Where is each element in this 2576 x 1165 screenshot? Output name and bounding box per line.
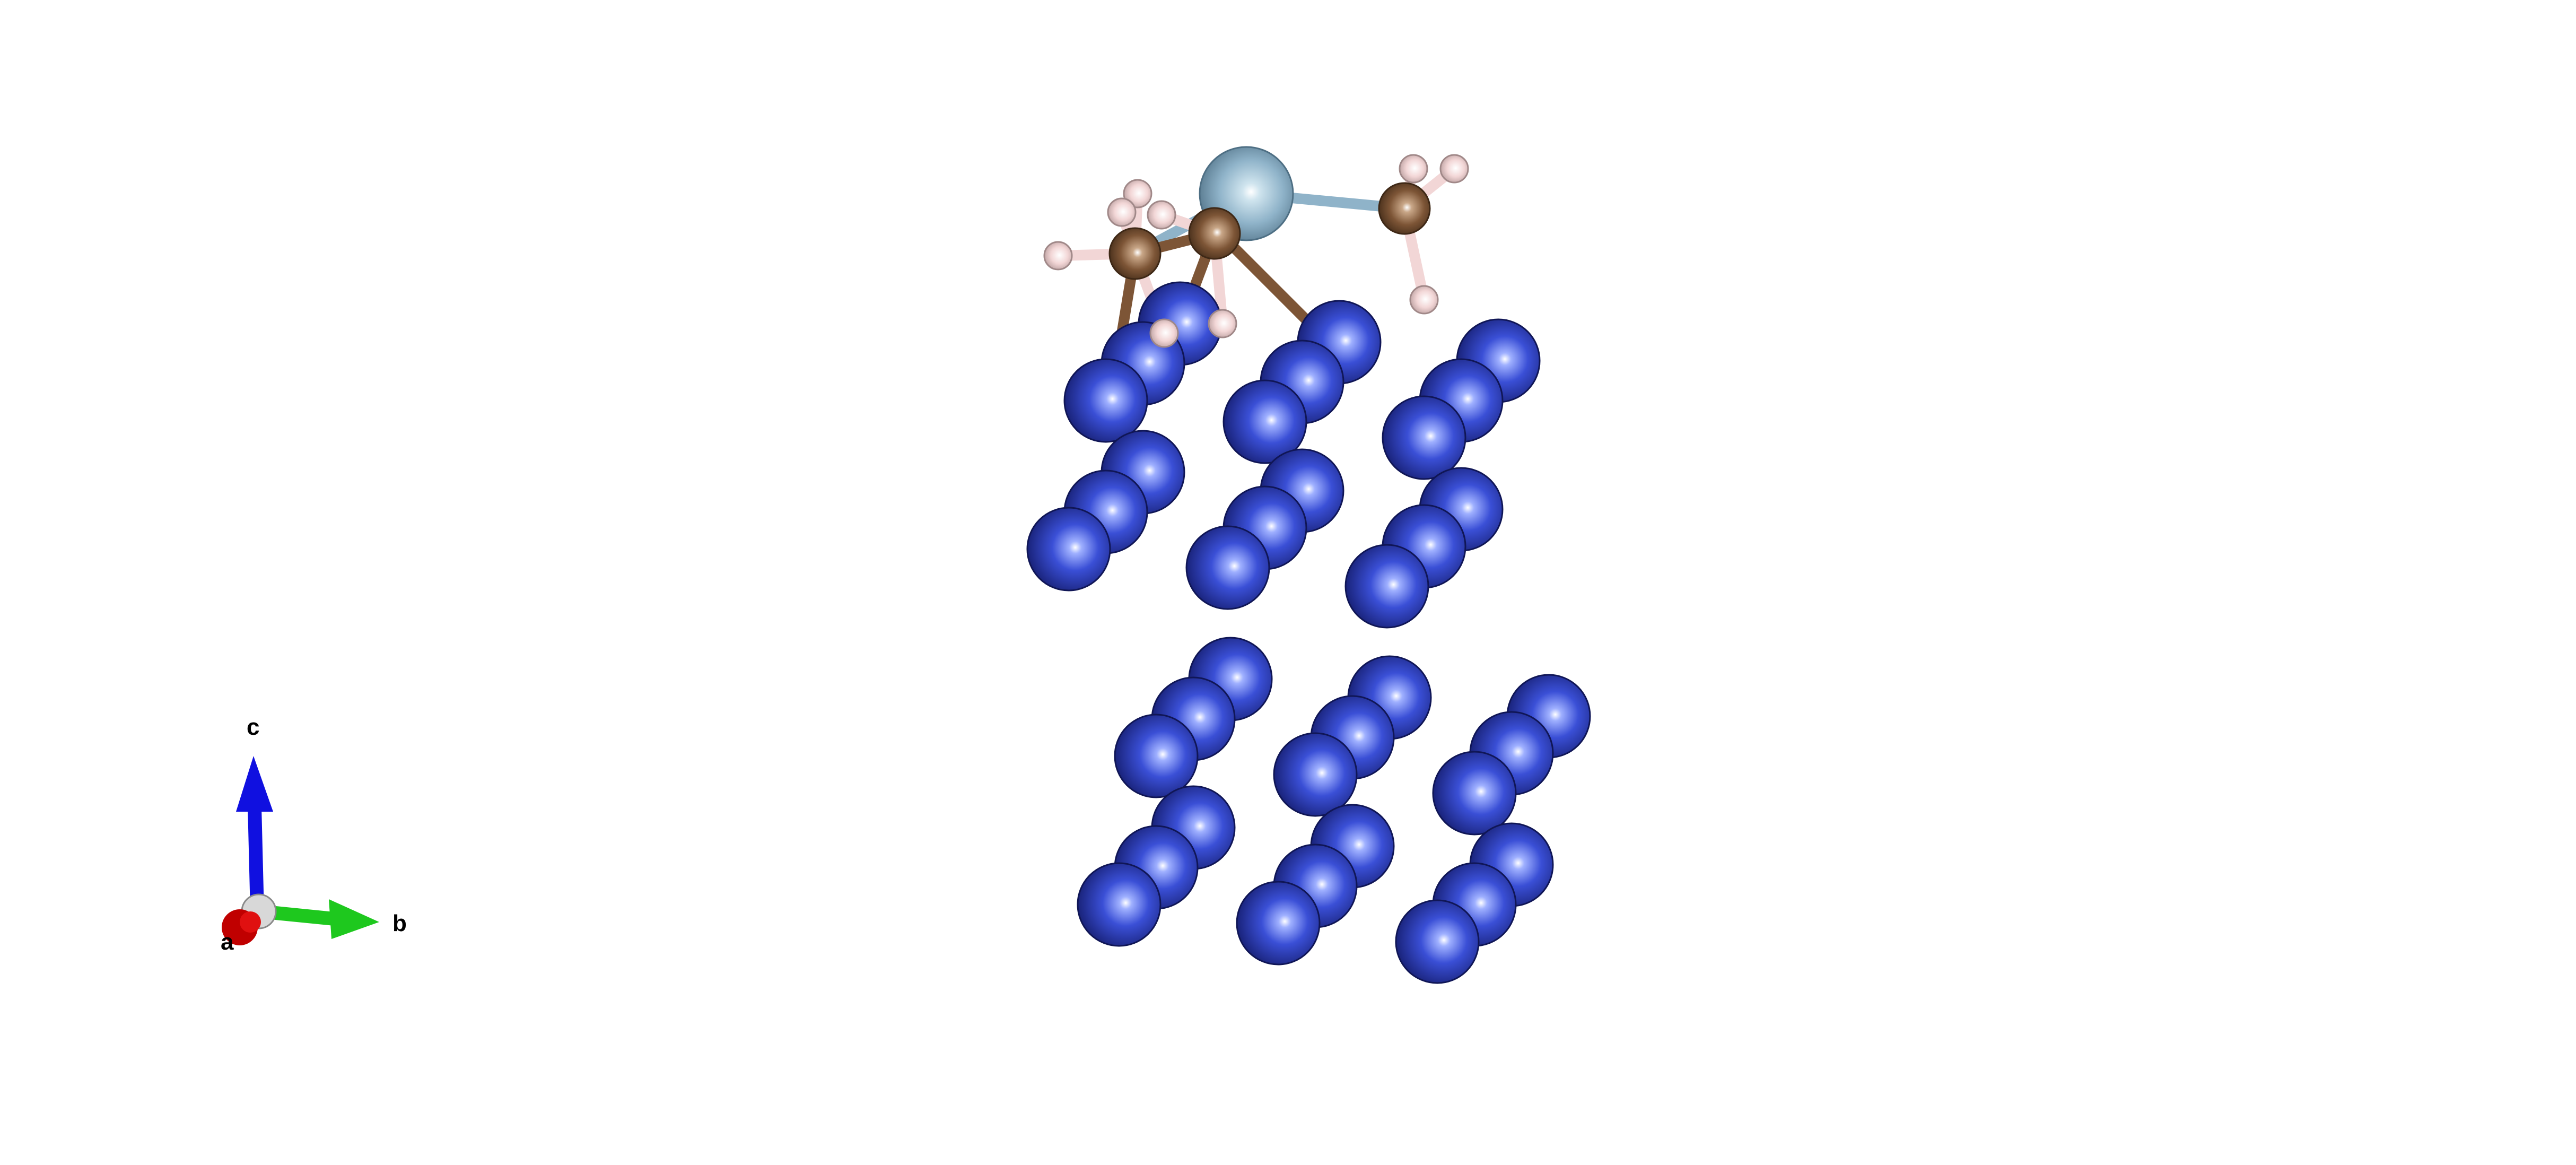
hydrogen-atom bbox=[1149, 318, 1179, 348]
hydrogen-atom bbox=[1147, 200, 1176, 230]
substrate-atom bbox=[1114, 714, 1199, 798]
substrate-atom bbox=[1026, 507, 1111, 592]
hydrogen-atom bbox=[1399, 154, 1428, 184]
substrate-atom bbox=[1382, 395, 1466, 480]
carbon-atom bbox=[1378, 182, 1431, 235]
atoms-layer bbox=[1026, 146, 1591, 984]
substrate-atom bbox=[1395, 899, 1480, 984]
hydrogen-atom bbox=[1409, 285, 1439, 315]
substrate-atom bbox=[1344, 544, 1429, 629]
substrate-atom bbox=[1222, 379, 1307, 464]
substrate-atom bbox=[1077, 862, 1162, 947]
hydrogen-atom bbox=[1043, 241, 1073, 271]
hydrogen-atom bbox=[1439, 154, 1469, 184]
substrate-atom bbox=[1432, 751, 1517, 836]
substrate-atom bbox=[1063, 358, 1148, 443]
carbon-atom bbox=[1108, 227, 1162, 280]
substrate-atom bbox=[1236, 881, 1321, 966]
hydrogen-atom bbox=[1208, 309, 1237, 338]
hydrogen-atom bbox=[1107, 197, 1137, 227]
substrate-atom bbox=[1185, 525, 1270, 610]
carbon-atom bbox=[1188, 207, 1241, 260]
substrate-atom bbox=[1273, 732, 1358, 817]
hydrogen-atom bbox=[1123, 179, 1152, 208]
